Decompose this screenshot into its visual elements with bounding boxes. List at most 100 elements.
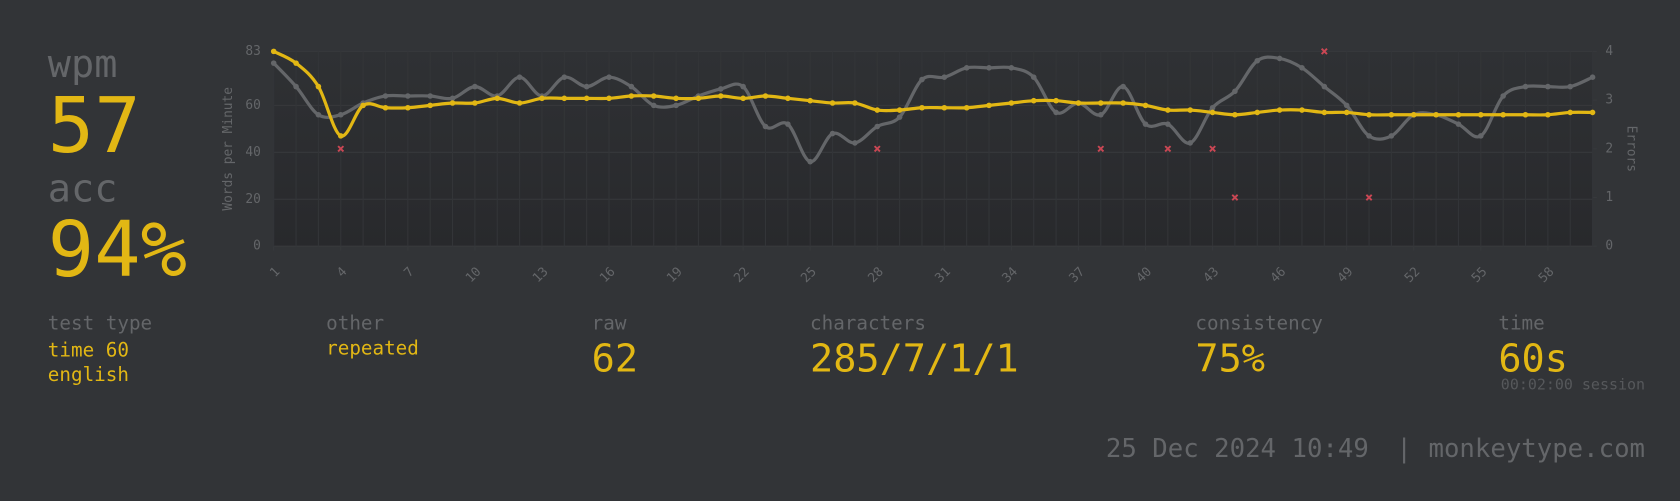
point (1545, 111, 1551, 118)
point (896, 114, 903, 120)
test-type-value: english (48, 363, 129, 386)
point (650, 93, 657, 99)
point (1321, 109, 1328, 116)
error-marker (1320, 48, 1328, 55)
point (606, 74, 612, 80)
raw-label: raw (592, 312, 627, 335)
point (337, 111, 344, 118)
point (1567, 83, 1574, 90)
point (1030, 97, 1037, 104)
point (360, 102, 366, 109)
point (1276, 55, 1283, 62)
y2-axis-title: Errors (1624, 126, 1639, 172)
point (963, 104, 970, 111)
point (472, 100, 478, 106)
point (1232, 111, 1238, 118)
point (1478, 133, 1484, 139)
point (1008, 100, 1015, 106)
point (293, 60, 299, 66)
test-type-label: test type (48, 312, 152, 335)
point (740, 95, 746, 102)
point (516, 74, 523, 80)
point (1254, 109, 1261, 116)
test-type-value: time 60 (48, 338, 129, 361)
point (382, 104, 389, 111)
point (1008, 65, 1015, 71)
y-axis-title: Words per Minute (221, 87, 236, 211)
point (1142, 102, 1149, 109)
point (1589, 74, 1596, 80)
error-marker (337, 145, 345, 153)
error-marker (1209, 145, 1216, 153)
point (427, 93, 433, 99)
point (405, 93, 411, 99)
point (1075, 100, 1082, 106)
point (874, 107, 881, 113)
point (1433, 111, 1439, 118)
raw-value: 62 (592, 336, 638, 381)
point (449, 100, 456, 106)
point (1053, 97, 1059, 104)
point (1209, 104, 1216, 111)
point (1522, 83, 1529, 90)
characters-value: 285/7/1/1 (810, 336, 1019, 381)
y2-tick-label: 2 (1605, 141, 1613, 156)
point (1187, 107, 1193, 113)
point (1209, 109, 1216, 116)
point (449, 95, 456, 102)
point (717, 93, 724, 99)
point (1098, 100, 1104, 106)
point (1343, 102, 1350, 109)
point (628, 93, 635, 99)
other-value: repeated (326, 336, 419, 359)
error-marker (1365, 194, 1373, 201)
point (1120, 83, 1126, 90)
time-label: time (1498, 312, 1544, 335)
point (717, 86, 724, 92)
point (919, 104, 925, 111)
characters-label: characters (810, 312, 926, 335)
footer-separator: | (1396, 434, 1411, 464)
point (315, 111, 322, 118)
y2-tick-label: 1 (1605, 190, 1613, 205)
point (337, 133, 344, 139)
point (1410, 111, 1417, 118)
y-tick-label: 20 (245, 192, 260, 207)
point (650, 102, 657, 109)
point (1030, 74, 1037, 80)
point (829, 130, 836, 137)
point (1366, 111, 1372, 118)
other-label: other (326, 312, 384, 335)
point (516, 100, 523, 106)
point (1478, 111, 1484, 118)
point (1500, 93, 1506, 99)
point (1165, 121, 1171, 127)
point (1053, 109, 1059, 116)
acc-value: 94% (48, 205, 187, 295)
point (1522, 111, 1529, 118)
y2-tick-label: 0 (1605, 239, 1613, 254)
point (494, 95, 501, 102)
point (1299, 65, 1305, 71)
point (1165, 107, 1171, 113)
point (561, 74, 568, 80)
wpm-label: wpm (48, 42, 118, 87)
point (270, 48, 277, 55)
error-marker (1164, 145, 1172, 153)
point (1321, 83, 1328, 90)
point (583, 83, 590, 90)
time-value: 60s (1498, 336, 1568, 381)
point (1299, 107, 1305, 113)
point (1567, 109, 1574, 116)
point (1276, 107, 1283, 113)
point (740, 83, 746, 90)
point (785, 121, 791, 127)
error-marker (873, 145, 881, 153)
y-tick-label: 83 (245, 44, 260, 59)
point (762, 123, 769, 130)
footer-site: monkeytype.com (1429, 434, 1646, 464)
point (270, 60, 277, 66)
point (986, 65, 992, 71)
point (293, 83, 299, 90)
